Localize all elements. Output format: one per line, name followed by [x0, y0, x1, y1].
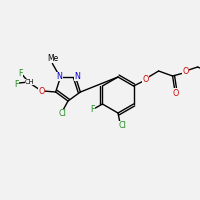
Text: F: F	[18, 69, 23, 78]
Text: O: O	[142, 74, 149, 84]
Text: O: O	[172, 88, 179, 98]
Text: O: O	[182, 68, 189, 76]
Text: F: F	[14, 80, 19, 89]
Text: N: N	[56, 72, 62, 81]
Text: Me: Me	[48, 54, 59, 63]
Text: Cl: Cl	[58, 110, 66, 118]
Text: Cl: Cl	[118, 121, 126, 130]
Text: CH: CH	[25, 79, 34, 85]
Text: F: F	[90, 106, 95, 114]
Text: N: N	[75, 72, 81, 81]
Text: O: O	[38, 87, 45, 96]
